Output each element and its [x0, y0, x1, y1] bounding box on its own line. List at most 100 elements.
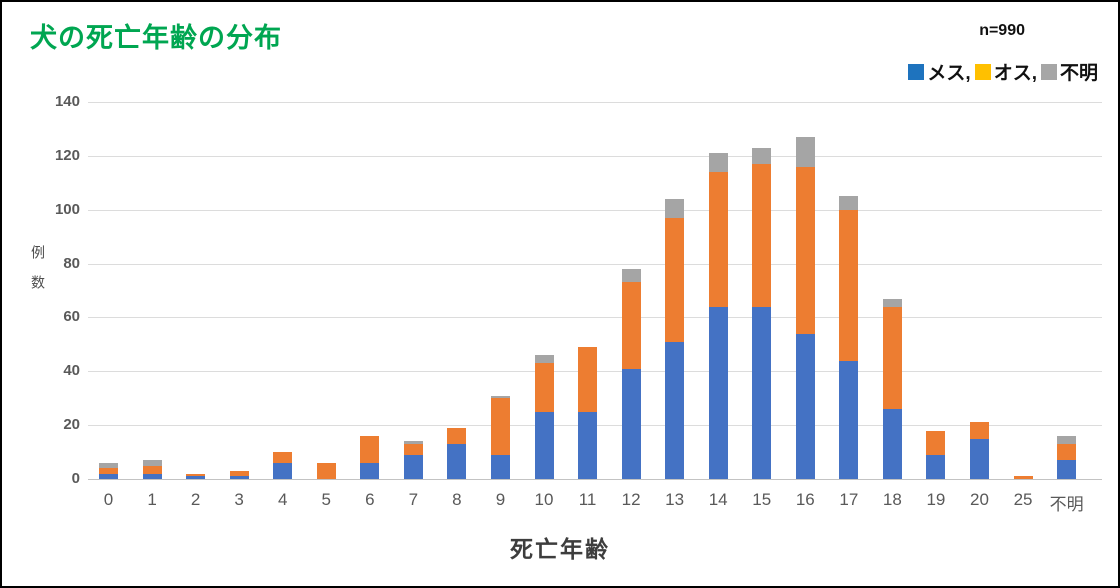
- bar-segment-オス-age-8: [447, 427, 467, 444]
- x-tick-label: 7: [408, 490, 419, 509]
- bar-segment-不明-age-7: [403, 441, 423, 444]
- legend-swatch-icon: [974, 63, 991, 80]
- y-tick-label: 100: [54, 200, 80, 218]
- bar-segment-メス-age-18: [882, 408, 902, 479]
- x-tick-label: 10: [534, 490, 554, 509]
- legend-item: オス,: [974, 58, 1037, 85]
- x-tick-label: 2: [190, 490, 201, 509]
- x-tick-label: 0: [103, 490, 114, 509]
- bar-segment-オス-age-9: [490, 398, 510, 455]
- x-tick-label: 14: [708, 490, 728, 509]
- bar-segment-オス-age-16: [795, 166, 815, 334]
- x-tick-label: 20: [970, 490, 989, 509]
- bar-segment-不明-age-不明: [1057, 435, 1077, 444]
- chart-title: 犬の死亡年齢の分布: [30, 23, 282, 53]
- x-tick-label: 17: [839, 490, 859, 509]
- legend: メス, オス, 不明: [908, 58, 1098, 85]
- bar-segment-メス-age-7: [403, 454, 423, 479]
- y-tick-label: 20: [63, 416, 80, 434]
- bar-segment-メス-age-不明: [1057, 460, 1077, 479]
- bar-segment-不明-age-16: [795, 137, 815, 167]
- bar-segment-メス-age-6: [360, 462, 380, 479]
- bar-segment-メス-age-13: [665, 341, 685, 479]
- bar-segment-オス-age-4: [273, 452, 293, 463]
- bar-segment-オス-age-11: [578, 347, 598, 412]
- bar-segment-メス-age-15: [752, 306, 772, 479]
- bar-segment-オス-age-15: [752, 163, 772, 307]
- bar-segment-不明-age-18: [882, 298, 902, 307]
- legend-label: オス,: [993, 63, 1037, 84]
- bar-segment-不明-age-12: [621, 268, 641, 283]
- x-tick-label: 5: [321, 490, 331, 509]
- legend-item: 不明: [1040, 58, 1098, 85]
- y-tick-label: 40: [63, 362, 80, 380]
- legend-swatch-icon: [1040, 63, 1057, 80]
- bar-segment-オス-age-14: [708, 172, 728, 307]
- bar-segment-オス-age-1: [142, 465, 162, 474]
- bar-segment-不明-age-14: [708, 153, 728, 172]
- bar-segment-不明-age-17: [839, 196, 859, 210]
- bar-segment-メス-age-9: [490, 454, 510, 479]
- bar-segment-オス-age-7: [403, 443, 423, 455]
- bar-segment-メス-age-0: [99, 473, 118, 479]
- x-tick-label: 不明: [1049, 495, 1084, 514]
- bar-segment-メス-age-10: [534, 411, 554, 479]
- bar-segment-オス-age-10: [534, 363, 554, 412]
- x-tick-label: 3: [234, 490, 244, 509]
- legend-swatch-icon: [908, 63, 925, 80]
- bar-segment-メス-age-8: [447, 443, 467, 479]
- x-tick-label: 4: [277, 490, 288, 509]
- bar-segment-メス-age-4: [273, 462, 293, 479]
- gridline: [88, 263, 1102, 265]
- gridline: [88, 155, 1102, 157]
- y-tick-label: 60: [63, 308, 80, 326]
- bar-segment-不明-age-10: [534, 355, 554, 364]
- x-tick-label: 18: [882, 490, 902, 509]
- x-tick-label: 19: [926, 490, 946, 509]
- bar-segment-メス-age-20: [970, 438, 989, 479]
- x-tick-label: 13: [665, 490, 685, 509]
- bar-segment-オス-age-0: [99, 468, 118, 474]
- y-tick-label: 0: [71, 470, 80, 487]
- bar-segment-不明-age-13: [665, 198, 685, 218]
- gridline: [88, 209, 1102, 211]
- bar-segment-オス-age-3: [229, 470, 249, 477]
- bar-segment-不明-age-9: [490, 395, 510, 399]
- x-tick-label: 25: [1013, 490, 1033, 509]
- bar-segment-オス-age-13: [665, 217, 685, 342]
- y-axis-title: 例数: [30, 245, 46, 305]
- bar-segment-メス-age-19: [926, 454, 946, 479]
- sample-size-label: n=990: [979, 22, 1025, 39]
- bar-segment-メス-age-17: [839, 360, 859, 479]
- gridline: [88, 317, 1102, 319]
- bar-segment-オス-age-19: [926, 430, 946, 455]
- gridline: [88, 102, 1102, 103]
- x-tick-label: 12: [621, 490, 641, 509]
- bar-segment-メス-age-16: [795, 333, 815, 479]
- bar-segment-不明-age-0: [99, 462, 118, 469]
- bar-segment-メス-age-2: [186, 476, 206, 479]
- bar-segment-オス-age-20: [970, 422, 989, 439]
- x-axis-title: 死亡年齢: [510, 536, 610, 562]
- legend-item: メス,: [908, 58, 971, 85]
- legend-label: メス,: [927, 63, 971, 84]
- bar-segment-オス-age-25: [1013, 476, 1033, 479]
- y-tick-label: 80: [63, 254, 80, 272]
- bar-segment-オス-age-17: [839, 209, 859, 361]
- legend-label: 不明: [1059, 63, 1098, 84]
- x-tick-label: 15: [752, 490, 772, 509]
- bar-segment-メス-age-3: [229, 476, 249, 479]
- x-tick-label: 6: [365, 490, 375, 509]
- bar-segment-オス-age-6: [360, 435, 380, 463]
- bar-segment-メス-age-12: [621, 368, 641, 479]
- bar-segment-メス-age-1: [142, 473, 162, 479]
- y-tick-label: 120: [54, 146, 80, 164]
- bar-segment-オス-age-不明: [1057, 443, 1077, 461]
- x-tick-label: 16: [795, 490, 815, 509]
- bar-segment-オス-age-18: [882, 306, 902, 409]
- x-tick-label: 9: [495, 490, 506, 509]
- bar-segment-不明-age-15: [752, 147, 772, 164]
- bar-segment-オス-age-2: [186, 473, 206, 477]
- x-tick-label: 8: [452, 490, 462, 509]
